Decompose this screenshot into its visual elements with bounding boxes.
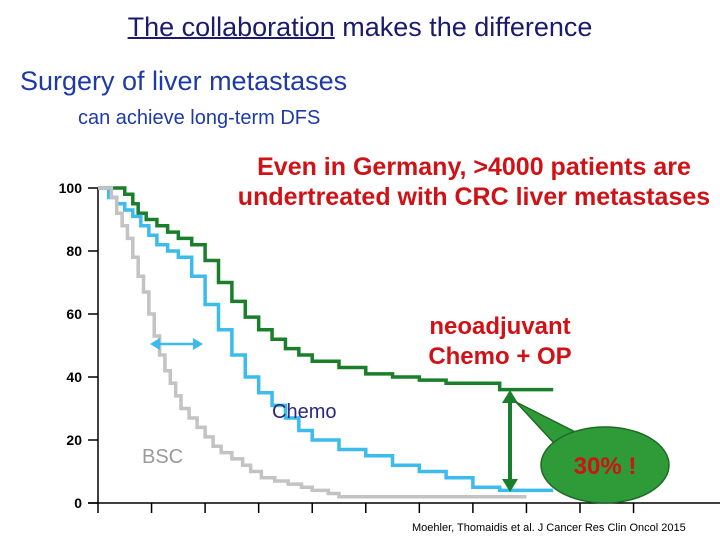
y-tick-label: 40 bbox=[66, 369, 82, 385]
series-neoadjuvant-line bbox=[98, 186, 554, 392]
gap-arrow-blue-head-left bbox=[150, 338, 160, 350]
series-bsc-line bbox=[98, 186, 527, 499]
gap-arrow-green-head-bottom bbox=[502, 479, 518, 492]
slide-title: The collaboration makes the difference bbox=[0, 12, 720, 43]
gap-arrow-green-head-top bbox=[502, 390, 518, 403]
series-labels: Chemo BSC bbox=[142, 401, 336, 468]
y-tick-label: 20 bbox=[66, 432, 82, 448]
title-rest: makes the difference bbox=[334, 12, 593, 42]
neoadjuvant-label: neoadjuvant Chemo + OP bbox=[400, 312, 600, 372]
citation: Moehler, Thomaidis et al. J Cancer Res C… bbox=[412, 522, 686, 534]
y-axis: 0 20 40 60 80 100 bbox=[59, 180, 99, 511]
neoadjuvant-label-line1: neoadjuvant bbox=[429, 313, 571, 340]
y-tick-label: 80 bbox=[66, 243, 82, 259]
series-label-bsc: BSC bbox=[142, 446, 183, 468]
series-label-chemo: Chemo bbox=[272, 401, 336, 423]
series-chemo-line bbox=[98, 186, 554, 493]
headline-callout: Even in Germany, >4000 patients are unde… bbox=[237, 153, 711, 211]
y-tick-label: 100 bbox=[59, 180, 83, 196]
bubble-text: 30% ! bbox=[574, 453, 637, 480]
slide-subtitle: Surgery of liver metastases bbox=[20, 66, 348, 96]
survival-curves bbox=[98, 186, 554, 499]
title-underlined: The collaboration bbox=[127, 12, 335, 42]
neoadjuvant-label-line2: Chemo + OP bbox=[428, 343, 572, 370]
bubble-shape bbox=[540, 426, 670, 504]
slide-subtitle-2: can achieve long-term DFS bbox=[78, 107, 321, 129]
y-tick-label: 0 bbox=[74, 495, 82, 511]
chart-annotations: 30% ! bbox=[150, 338, 670, 504]
y-tick-label: 60 bbox=[66, 306, 82, 322]
gap-arrow-blue-head-right bbox=[193, 338, 203, 350]
x-axis bbox=[88, 502, 720, 513]
